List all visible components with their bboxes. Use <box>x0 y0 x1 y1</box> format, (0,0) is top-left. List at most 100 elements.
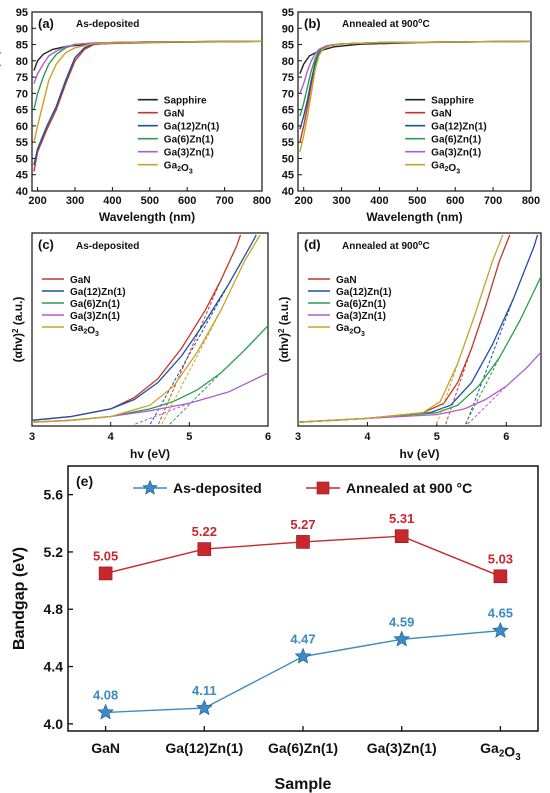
x-tick-label-a: 400 <box>103 195 121 207</box>
series-line-d <box>298 276 541 423</box>
legend-label-a: Ga(12)Zn(1) <box>164 122 220 133</box>
legend-label-e: As-deposited <box>173 480 262 496</box>
series-line-b <box>299 40 532 117</box>
y-tick-label-a: 70 <box>16 88 28 100</box>
data-point-annealed <box>98 566 113 581</box>
panel-letter-c: (c) <box>38 237 54 252</box>
x-tick-label-a: 300 <box>66 195 84 207</box>
y-tick-label-b: 60 <box>282 121 294 133</box>
series-line-c <box>32 234 261 423</box>
legend-label-a: Ga(3)Zn(1) <box>164 148 214 159</box>
tangent-line-c <box>158 280 222 425</box>
x-tick-label-d: 3 <box>295 431 301 443</box>
panel-annotation-a: As-deposited <box>76 19 139 30</box>
legend-label-a: Ga2O3 <box>164 161 193 176</box>
panel-annotation-c: As-deposited <box>76 241 139 252</box>
plot-frame-a <box>31 11 263 192</box>
tangent-line-d <box>464 357 500 425</box>
tangent-line-c <box>169 372 222 425</box>
x-tick-label-b: 600 <box>446 195 464 207</box>
y-tick-label-a: 40 <box>16 186 28 198</box>
x-tick-label-b: 200 <box>295 195 313 207</box>
y-tick-label-a: 65 <box>16 105 28 117</box>
y-tick-label-b: 65 <box>282 105 294 117</box>
data-point-as-deposited <box>393 630 411 647</box>
x-tick-label-e: Ga2O3 <box>480 740 521 763</box>
y-tick-label-b: 90 <box>282 23 294 35</box>
x-tick-label-b: 400 <box>370 195 388 207</box>
data-point-annealed <box>394 529 409 543</box>
data-point-as-deposited <box>492 621 509 638</box>
x-tick-label-b: 300 <box>332 195 350 207</box>
x-tick-label-e: Ga(6)Zn(1) <box>268 740 338 756</box>
x-tick-label-a: 200 <box>28 195 46 207</box>
y-axis-label-a: Transmittance (%) <box>0 50 1 153</box>
y-tick-label-a: 45 <box>16 170 28 182</box>
x-axis-label-e: Sample <box>275 776 332 793</box>
y-tick-label-a: 80 <box>16 56 28 68</box>
series-line-c <box>32 325 268 423</box>
series-line-c <box>32 372 268 423</box>
legend-label-d: Ga(3)Zn(1) <box>336 311 386 322</box>
series-line-d <box>298 234 539 423</box>
x-tick-label-a: 700 <box>215 195 233 207</box>
legend-label-d: Ga2O3 <box>336 323 365 338</box>
legend-label-d: Ga(6)Zn(1) <box>336 299 386 310</box>
tangent-line-c <box>135 402 190 425</box>
x-tick-label-e: GaN <box>91 740 120 756</box>
series-line-a <box>33 40 263 143</box>
data-label-annealed: 5.31 <box>389 511 414 526</box>
x-tick-label-b: 500 <box>408 195 426 207</box>
y-axis-label-c: (αhv)2 (a.u.) <box>11 297 25 363</box>
panel-letter-b: (b) <box>304 16 321 31</box>
legend-label-c: Ga(3)Zn(1) <box>70 311 120 322</box>
y-tick-label-e: 4.0 <box>44 716 64 732</box>
series-line-b <box>299 40 532 153</box>
y-tick-label-a: 85 <box>16 40 28 52</box>
x-tick-label-a: 600 <box>178 195 196 207</box>
data-label-as-deposited: 4.11 <box>192 683 217 698</box>
y-tick-label-b: 70 <box>282 88 294 100</box>
y-axis-label-e: Bandgap (eV) <box>11 547 28 650</box>
data-point-annealed <box>493 569 508 584</box>
x-axis-label-d: hv (eV) <box>399 447 439 461</box>
x-tick-label-c: 5 <box>186 431 192 443</box>
legend-label-b: Ga(12)Zn(1) <box>431 122 487 133</box>
legend-label-b: Sapphire <box>431 96 474 107</box>
data-label-as-deposited: 4.59 <box>389 614 414 629</box>
series-line-d <box>298 234 504 423</box>
y-tick-label-b: 80 <box>282 56 294 68</box>
data-label-as-deposited: 4.65 <box>488 606 513 621</box>
plot-frame-b <box>297 11 532 192</box>
y-tick-label-e: 4.8 <box>44 601 64 617</box>
legend-label-b: Ga(6)Zn(1) <box>431 135 481 146</box>
plot-frame-c <box>31 232 269 427</box>
y-tick-label-a: 55 <box>16 137 28 149</box>
legend-label-a: Sapphire <box>164 96 207 107</box>
y-tick-label-a: 90 <box>16 23 28 35</box>
legend-label-c: Ga(6)Zn(1) <box>70 299 120 310</box>
data-label-annealed: 5.22 <box>192 524 217 539</box>
y-tick-label-a: 75 <box>16 72 28 84</box>
series-line-b <box>299 40 532 143</box>
y-tick-label-e: 4.4 <box>44 659 64 675</box>
legend-label-a: GaN <box>164 109 185 120</box>
data-label-as-deposited: 4.47 <box>290 632 315 647</box>
x-tick-label-d: 4 <box>364 431 371 443</box>
legend-label-c: GaN <box>70 275 91 286</box>
panel-letter-a: (a) <box>38 16 54 31</box>
data-point-annealed <box>296 535 310 549</box>
x-tick-label-e: Ga(12)Zn(1) <box>165 740 243 756</box>
series-line-c <box>32 234 257 421</box>
legend-label-b: GaN <box>431 109 452 120</box>
y-tick-label-b: 55 <box>282 137 294 149</box>
series-line-a <box>33 40 263 166</box>
y-axis-label-d: (αhv)2 (a.u.) <box>277 297 291 363</box>
legend-label-c: Ga2O3 <box>70 323 99 338</box>
legend-marker-star <box>142 479 158 495</box>
x-axis-label-c: hv (eV) <box>130 447 170 461</box>
legend-label-e: Annealed at 900 °C <box>346 480 472 496</box>
tangent-line-d <box>467 385 507 425</box>
panel-letter-d: (d) <box>304 237 321 252</box>
